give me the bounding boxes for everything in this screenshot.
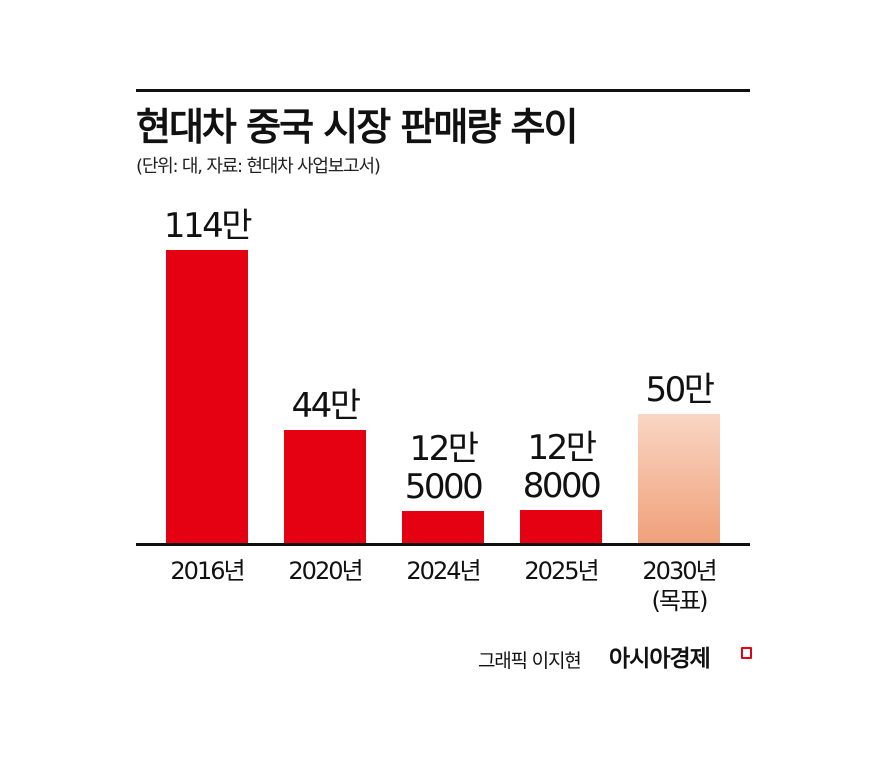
graphic-credit: 그래픽 이지현 (478, 650, 582, 672)
chart-subtitle: (단위: 대, 자료: 현대차 사업보고서) (136, 156, 381, 177)
top-rule (136, 89, 750, 92)
x-axis-sublabel: (목표) (651, 587, 709, 615)
value-label: 50만 (645, 370, 715, 410)
chart-title: 현대차 중국 시장 판매량 추이 (136, 105, 578, 149)
value-label: 114만 (163, 206, 253, 246)
value-label: 44만 (291, 386, 361, 426)
x-axis-baseline (136, 543, 750, 546)
bar-2024 (402, 511, 484, 543)
bar-2020 (284, 430, 366, 543)
x-axis-label: 2020년 (288, 557, 363, 585)
x-axis-label: 2024년 (406, 557, 481, 585)
bar-2030 (638, 414, 720, 543)
value-label: 5000 (404, 467, 484, 507)
value-label: 12만 (409, 429, 479, 469)
x-axis-label: 2025년 (524, 557, 599, 585)
value-label: 12만 (527, 428, 597, 468)
bar-2016 (166, 250, 248, 543)
x-axis-label: 2030년 (642, 557, 717, 585)
value-label: 8000 (522, 466, 602, 506)
brand-mark-icon (741, 647, 752, 659)
x-axis-label: 2016년 (170, 557, 245, 585)
bar-2025 (520, 510, 602, 543)
brand-logo-text: 아시아경제 (609, 646, 711, 672)
